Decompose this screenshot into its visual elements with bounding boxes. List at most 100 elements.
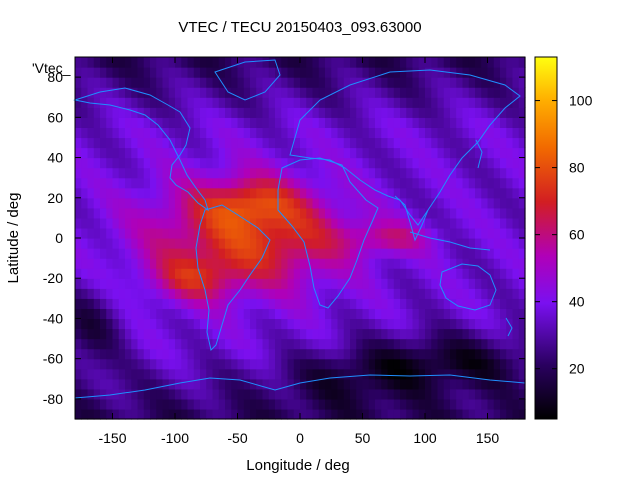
heatmap-cell xyxy=(231,187,239,199)
heatmap-cell xyxy=(75,388,82,400)
heatmap-cell xyxy=(256,227,264,239)
heatmap-cell xyxy=(468,157,476,169)
heatmap-cell xyxy=(356,77,364,88)
heatmap-cell xyxy=(368,227,376,239)
heatmap-cell xyxy=(156,207,164,219)
heatmap-cell xyxy=(225,398,232,410)
heatmap-cell xyxy=(468,288,476,299)
heatmap-cell xyxy=(406,127,414,139)
y-tick-label: -40 xyxy=(43,310,63,326)
heatmap-cell xyxy=(225,368,232,380)
heatmap-cell xyxy=(387,197,395,209)
heatmap-cell xyxy=(287,318,295,330)
heatmap-cell xyxy=(368,368,376,380)
heatmap-cell xyxy=(137,288,145,299)
heatmap-cell xyxy=(237,408,245,420)
heatmap-cell xyxy=(106,157,114,169)
heatmap-cell xyxy=(306,318,314,330)
heatmap-cell xyxy=(125,408,132,420)
heatmap-cell xyxy=(268,408,276,420)
heatmap-cell xyxy=(362,97,370,108)
heatmap-cell xyxy=(456,378,464,390)
heatmap-cell xyxy=(312,187,320,199)
heatmap-cell xyxy=(212,157,220,169)
heatmap-cell xyxy=(256,288,264,299)
heatmap-cell xyxy=(512,117,520,128)
heatmap-cell xyxy=(456,368,464,380)
heatmap-cell xyxy=(75,318,82,330)
heatmap-cell xyxy=(318,238,326,249)
heatmap-cell xyxy=(306,308,314,320)
heatmap-cell xyxy=(343,318,351,330)
heatmap-cell xyxy=(131,328,139,340)
heatmap-cell xyxy=(187,87,195,98)
heatmap-cell xyxy=(187,227,195,239)
heatmap-cell xyxy=(387,358,395,370)
heatmap-cell xyxy=(462,87,470,98)
heatmap-cell xyxy=(287,107,295,118)
heatmap-cell xyxy=(250,117,257,128)
heatmap-cell xyxy=(175,398,182,410)
heatmap-cell xyxy=(350,57,357,68)
heatmap-cell xyxy=(431,107,439,118)
heatmap-cell xyxy=(168,348,176,360)
heatmap-cell xyxy=(481,157,489,169)
heatmap-cell xyxy=(175,368,182,380)
heatmap-cell xyxy=(237,77,245,88)
heatmap-cell xyxy=(362,298,370,309)
heatmap-cell xyxy=(362,147,370,159)
heatmap-cell xyxy=(462,187,470,199)
heatmap-cell xyxy=(518,147,526,159)
heatmap-cell xyxy=(175,177,182,189)
heatmap-cell xyxy=(418,408,426,420)
heatmap-cell xyxy=(268,258,276,269)
heatmap-cell xyxy=(468,167,476,179)
heatmap-cell xyxy=(156,67,164,78)
heatmap-cell xyxy=(518,57,526,68)
heatmap-cell xyxy=(375,358,382,370)
heatmap-cell xyxy=(337,117,345,128)
heatmap-cell xyxy=(425,288,432,299)
heatmap-cell xyxy=(112,157,120,169)
heatmap-cell xyxy=(162,248,170,259)
heatmap-cell xyxy=(400,177,407,189)
heatmap-cell xyxy=(262,147,270,159)
heatmap-cell xyxy=(312,338,320,350)
heatmap-cell xyxy=(293,167,301,179)
heatmap-cell xyxy=(493,248,501,259)
heatmap-cell xyxy=(75,57,82,68)
heatmap-cell xyxy=(193,338,201,350)
heatmap-cell xyxy=(112,318,120,330)
heatmap-cell xyxy=(293,147,301,159)
heatmap-cell xyxy=(393,97,401,108)
heatmap-cell xyxy=(375,207,382,219)
heatmap-cell xyxy=(475,388,482,400)
heatmap-cell xyxy=(181,398,189,410)
heatmap-cell xyxy=(362,358,370,370)
heatmap-cell xyxy=(75,328,82,340)
heatmap-cell xyxy=(368,358,376,370)
heatmap-cell xyxy=(362,238,370,249)
heatmap-cell xyxy=(400,298,407,309)
heatmap-cell xyxy=(512,217,520,229)
heatmap-cell xyxy=(356,157,364,169)
heatmap-cell xyxy=(237,157,245,169)
heatmap-cell xyxy=(343,308,351,320)
heatmap-cell xyxy=(243,97,251,108)
heatmap-cell xyxy=(387,177,395,189)
heatmap-cell xyxy=(312,308,320,320)
heatmap-cell xyxy=(481,388,489,400)
heatmap-cell xyxy=(325,298,332,309)
heatmap-cell xyxy=(231,117,239,128)
heatmap-cell xyxy=(518,378,526,390)
heatmap-cell xyxy=(343,147,351,159)
heatmap-cell xyxy=(125,388,132,400)
heatmap-cell xyxy=(443,97,451,108)
heatmap-cell xyxy=(381,87,389,98)
heatmap-cell xyxy=(393,278,401,289)
heatmap-cell xyxy=(468,238,476,249)
heatmap-cell xyxy=(331,368,339,380)
heatmap-cell xyxy=(125,358,132,370)
heatmap-cell xyxy=(150,378,157,390)
heatmap-cell xyxy=(512,398,520,410)
